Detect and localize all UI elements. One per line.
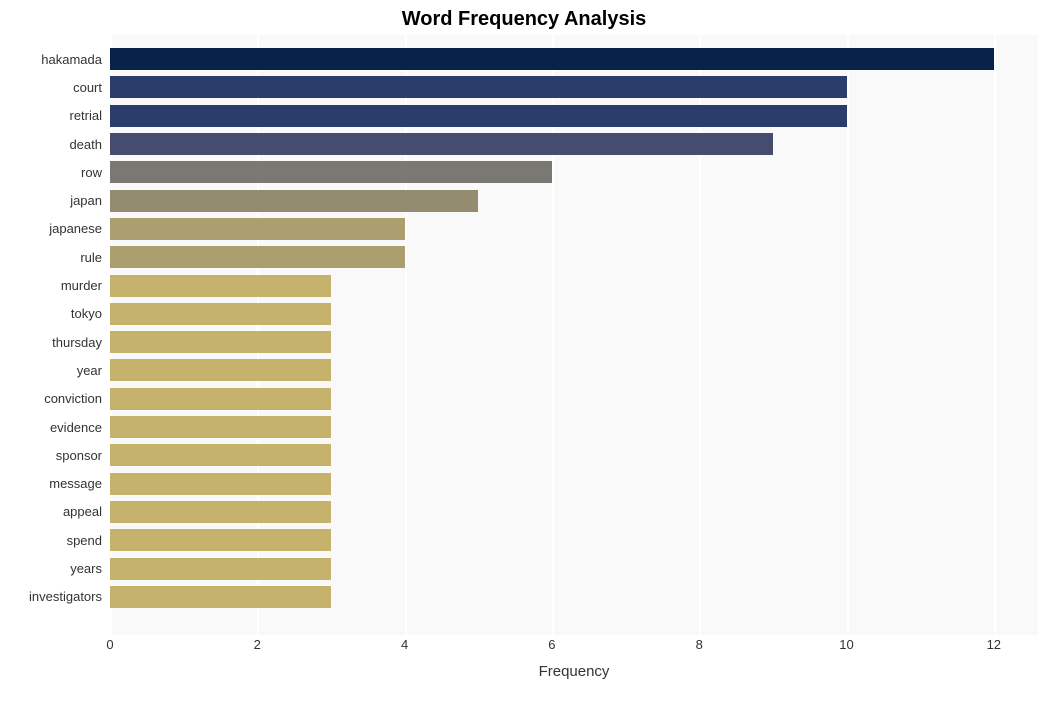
y-tick-label: sponsor (56, 448, 102, 463)
bar-fill (110, 529, 331, 551)
y-tick-label: appeal (63, 504, 102, 519)
y-tick-label: death (69, 137, 102, 152)
x-tick-label: 2 (254, 637, 261, 652)
y-tick-label: japanese (49, 221, 102, 236)
x-tick-label: 10 (839, 637, 853, 652)
bar-fill (110, 501, 331, 523)
bar (110, 133, 773, 155)
bar-fill (110, 331, 331, 353)
x-tick-label: 12 (987, 637, 1001, 652)
y-tick-label: murder (61, 278, 102, 293)
grid-line (847, 35, 849, 635)
y-tick-label: conviction (44, 391, 102, 406)
bar-fill (110, 246, 405, 268)
x-tick-label: 6 (548, 637, 555, 652)
x-tick-label: 4 (401, 637, 408, 652)
bar-fill (110, 218, 405, 240)
plot-area (110, 35, 1038, 635)
bar-fill (110, 473, 331, 495)
bar-fill (110, 48, 994, 70)
bar (110, 444, 331, 466)
bar-fill (110, 388, 331, 410)
bar-fill (110, 558, 331, 580)
bar-fill (110, 275, 331, 297)
bar (110, 501, 331, 523)
bar (110, 105, 847, 127)
y-tick-label: message (49, 476, 102, 491)
x-tick-label: 8 (696, 637, 703, 652)
y-tick-label: rule (80, 250, 102, 265)
bar (110, 331, 331, 353)
y-axis-labels: hakamada court retrial death row japan japanes… (0, 35, 106, 635)
bar (110, 48, 994, 70)
x-axis: Frequency 024681012 (110, 635, 1038, 685)
bar (110, 76, 847, 98)
bar (110, 388, 331, 410)
bar (110, 529, 331, 551)
y-tick-label: tokyo (71, 306, 102, 321)
bar (110, 161, 552, 183)
y-tick-label: row (81, 165, 102, 180)
bar-fill (110, 444, 331, 466)
bar-fill (110, 586, 331, 608)
bar (110, 246, 405, 268)
x-tick-label: 0 (106, 637, 113, 652)
bar (110, 218, 405, 240)
y-tick-label: spend (67, 533, 102, 548)
bar (110, 473, 331, 495)
y-tick-label: years (70, 561, 102, 576)
bar (110, 275, 331, 297)
bar (110, 359, 331, 381)
bar (110, 303, 331, 325)
bar (110, 558, 331, 580)
y-tick-label: thursday (52, 335, 102, 350)
y-tick-label: year (77, 363, 102, 378)
chart-container: Word Frequency Analysis hakamada court ret… (0, 0, 1048, 701)
chart-title: Word Frequency Analysis (0, 8, 1048, 31)
bar (110, 586, 331, 608)
y-tick-label: investigators (29, 589, 102, 604)
bar-fill (110, 161, 552, 183)
bar-fill (110, 105, 847, 127)
bar-fill (110, 190, 478, 212)
bar (110, 190, 478, 212)
x-axis-title: Frequency (110, 663, 1038, 680)
y-tick-label: japan (70, 193, 102, 208)
y-tick-label: retrial (69, 108, 102, 123)
bar-fill (110, 303, 331, 325)
bar (110, 416, 331, 438)
y-tick-label: hakamada (41, 52, 102, 67)
bar-fill (110, 416, 331, 438)
y-tick-label: court (73, 80, 102, 95)
bar-fill (110, 133, 773, 155)
bar-fill (110, 76, 847, 98)
y-tick-label: evidence (50, 420, 102, 435)
grid-line (994, 35, 996, 635)
bar-fill (110, 359, 331, 381)
